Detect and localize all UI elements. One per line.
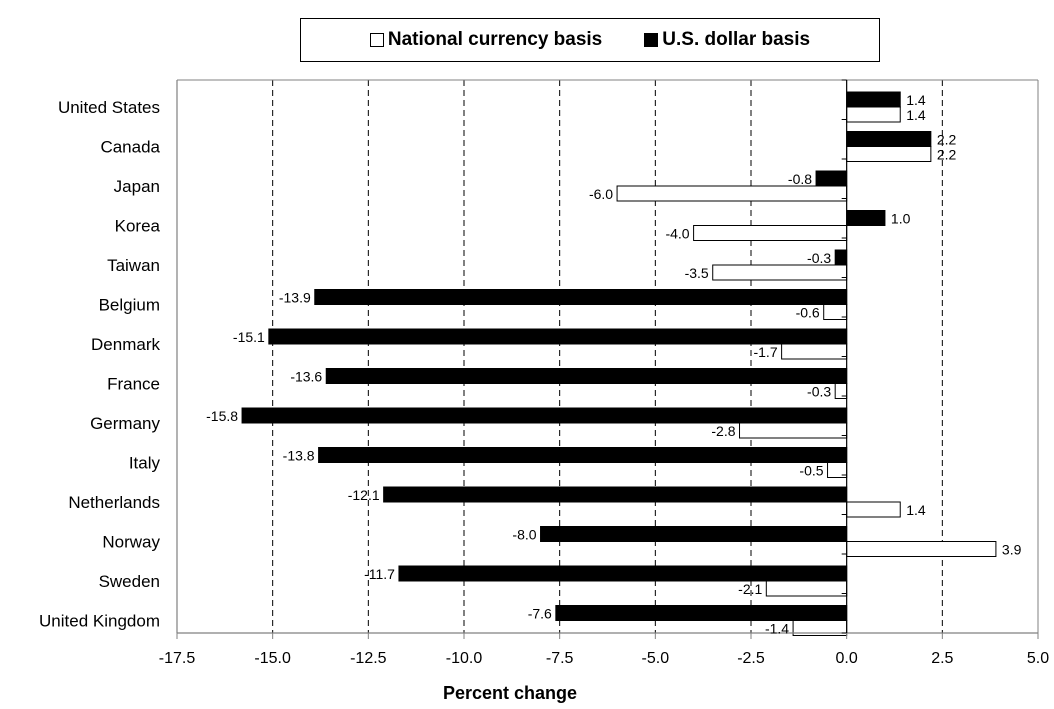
label-usd-11: -8.0 (512, 527, 536, 543)
bars (241, 91, 997, 636)
label-usd-5: -13.9 (279, 290, 311, 306)
bar-national-11 (846, 541, 997, 557)
category-label-3: Korea (115, 217, 161, 236)
category-label-7: France (107, 375, 160, 394)
legend-label-usd: U.S. dollar basis (662, 29, 811, 50)
bar-usd-9 (318, 447, 848, 463)
label-usd-2: -0.8 (788, 171, 812, 187)
bar-national-1 (846, 146, 932, 162)
category-label-12: Sweden (99, 572, 160, 591)
legend-swatch-white (369, 33, 384, 47)
bar-usd-5 (314, 289, 848, 305)
bar-usd-6 (268, 328, 848, 345)
x-tick-label-9: 5.0 (1027, 650, 1049, 667)
label-usd-13: -7.6 (528, 606, 552, 622)
bar-national-0 (846, 106, 901, 123)
bar-national-4 (712, 264, 848, 281)
label-usd-12: -11.7 (364, 566, 395, 582)
legend-item-national: National currency basis (369, 29, 603, 51)
label-national-9: -0.5 (799, 463, 823, 479)
label-usd-8: -15.8 (206, 408, 238, 424)
bar-usd-1 (846, 131, 932, 147)
label-usd-0: 1.4 (906, 92, 926, 108)
category-label-2: Japan (114, 177, 160, 196)
bar-usd-2 (815, 170, 848, 187)
bar-national-6 (781, 343, 848, 360)
bar-national-3 (693, 225, 848, 241)
category-label-11: Norway (102, 533, 160, 552)
category-label-4: Taiwan (107, 256, 160, 275)
label-national-5: -0.6 (796, 305, 820, 321)
x-tick-label-7: 0.0 (836, 650, 858, 667)
category-label-6: Denmark (91, 335, 160, 354)
x-tick-label-8: 2.5 (931, 650, 953, 667)
bar-national-2 (616, 185, 848, 202)
bar-national-8 (739, 422, 848, 439)
label-usd-3: 1.0 (891, 211, 911, 227)
label-national-13: -1.4 (765, 621, 789, 637)
legend: National currency basis U.S. dollar basi… (300, 18, 880, 62)
label-national-7: -0.3 (807, 384, 831, 400)
x-tick-label-3: -10.0 (446, 650, 483, 667)
label-usd-7: -13.6 (290, 369, 322, 385)
bar-usd-7 (325, 368, 848, 384)
label-national-6: -1.7 (753, 344, 777, 360)
category-label-9: Italy (129, 454, 161, 473)
label-national-1: 2.2 (937, 147, 957, 163)
bar-national-10 (846, 501, 901, 518)
category-label-8: Germany (90, 414, 160, 433)
label-usd-6: -15.1 (233, 329, 265, 345)
bar-usd-3 (846, 210, 886, 226)
label-usd-10: -12.1 (348, 487, 380, 503)
label-national-0: 1.4 (906, 107, 926, 123)
label-national-4: -3.5 (685, 265, 709, 281)
x-tick-label-6: -2.5 (737, 650, 765, 667)
bar-national-12 (765, 580, 848, 597)
legend-swatch-black (644, 33, 659, 47)
bar-usd-4 (834, 249, 848, 266)
x-tick-label-4: -7.5 (546, 650, 574, 667)
category-label-10: Netherlands (68, 493, 160, 512)
x-tick-label-0: -17.5 (159, 650, 196, 667)
legend-label-national: National currency basis (387, 29, 603, 50)
label-national-10: 1.4 (906, 502, 926, 518)
bar-usd-0 (846, 91, 901, 108)
x-tick-labels: -17.5 -15.0 -12.5 -10.0 -7.5 -5.0 -2.5 0.0 2.5 5.… (159, 650, 1049, 667)
label-national-12: -2.1 (738, 581, 762, 597)
x-tick-label-2: -12.5 (350, 650, 387, 667)
x-tick-label-1: -15.0 (254, 650, 291, 667)
x-tick-label-5: -5.0 (642, 650, 670, 667)
category-label-13: United Kingdom (39, 612, 160, 631)
category-label-1: Canada (100, 138, 160, 157)
category-label-5: Belgium (99, 296, 160, 315)
label-national-3: -4.0 (665, 226, 689, 242)
bar-usd-13 (555, 605, 848, 621)
axes (176, 79, 1039, 639)
bar-usd-10 (383, 486, 848, 503)
bar-usd-11 (540, 526, 848, 542)
label-usd-9: -13.8 (283, 448, 315, 464)
label-national-2: -6.0 (589, 186, 613, 202)
x-axis-title: Percent change (443, 683, 577, 703)
label-national-8: -2.8 (711, 423, 735, 439)
data-labels: 1.41.42.22.2-6.0-0.8-4.01.0-3.5-0.3-0.6-… (206, 92, 1021, 637)
bar-usd-12 (398, 565, 848, 582)
label-national-11: 3.9 (1002, 542, 1022, 558)
label-usd-4: -0.3 (807, 250, 831, 266)
bar-usd-8 (241, 407, 848, 424)
legend-item-usd: U.S. dollar basis (644, 29, 810, 51)
category-labels: United States Canada Japan Korea Taiwan Belgi… (39, 98, 161, 631)
label-usd-1: 2.2 (937, 132, 957, 148)
category-label-0: United States (58, 98, 160, 117)
